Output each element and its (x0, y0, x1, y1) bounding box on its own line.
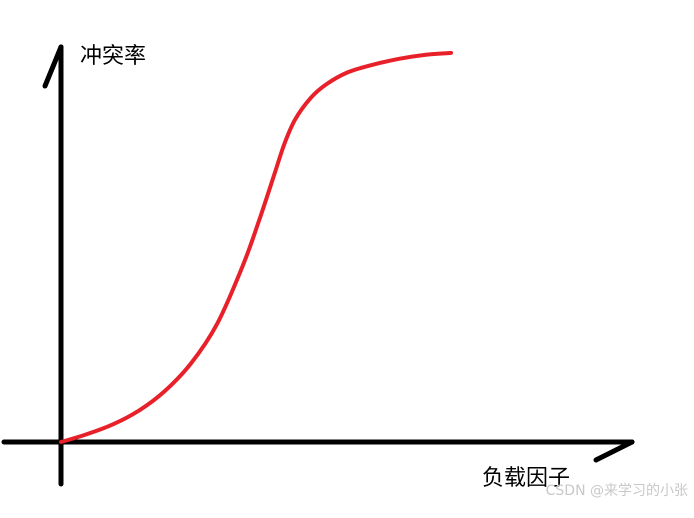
x-axis-label: 负载因子 (482, 466, 571, 491)
series-line (59, 50, 453, 444)
x-axis-arrow-head (593, 439, 635, 463)
y-axis-arrow-head (42, 44, 64, 89)
y-axis-label: 冲突率 (80, 44, 147, 69)
watermark-text: CSDN @来学习的小张 (545, 483, 688, 499)
